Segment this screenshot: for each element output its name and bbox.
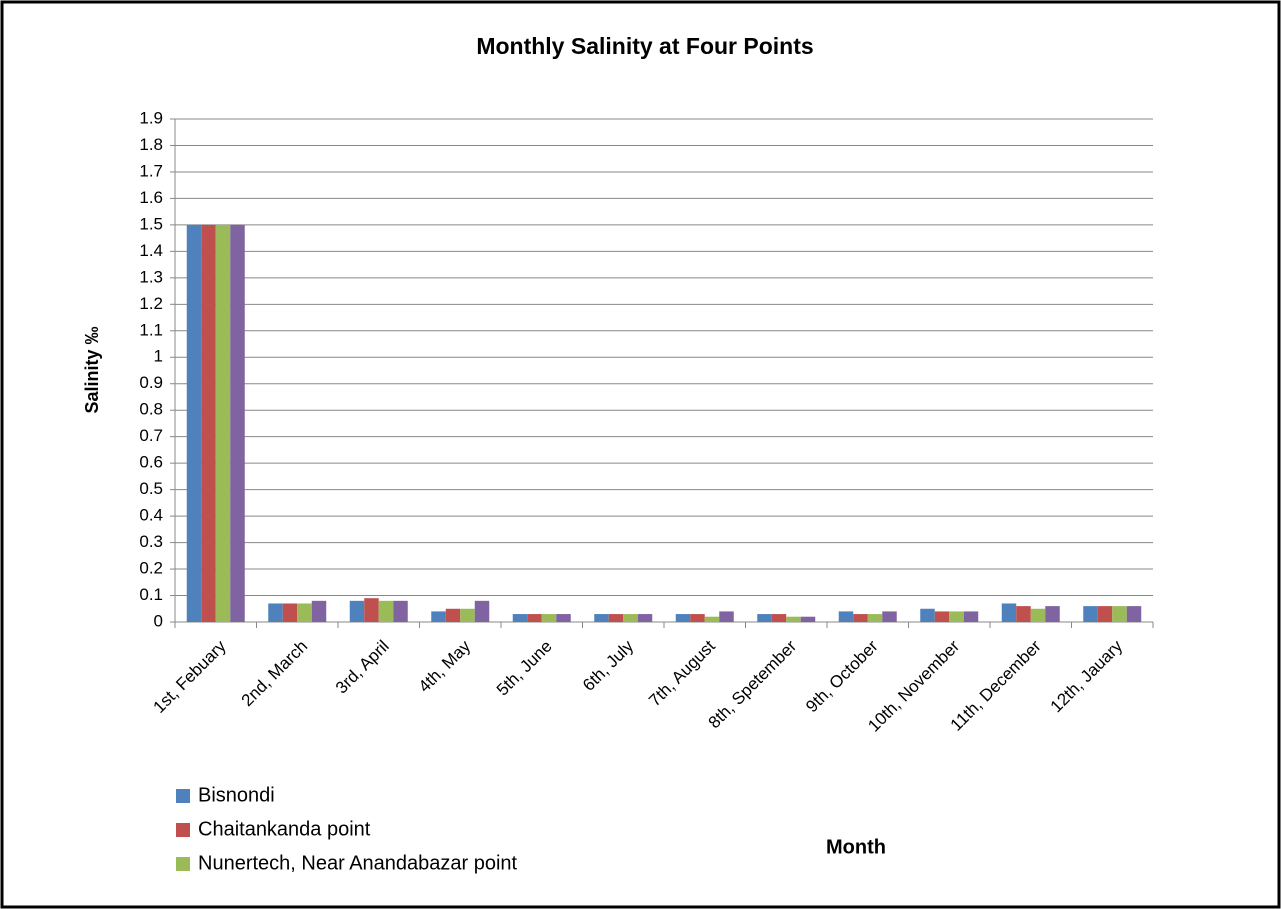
legend-swatch [176,823,190,837]
y-tick-label: 1 [154,347,163,366]
bar [230,224,245,623]
bar [1112,606,1127,622]
bar [556,614,571,622]
legend-label: Nunertech, Near Anandabazar point [198,852,518,874]
y-tick-label: 1.1 [139,320,163,339]
bar [675,614,691,622]
bar [838,611,854,622]
bar [431,611,446,622]
bar [882,611,897,622]
bar [1016,606,1031,622]
y-tick-label: 0.5 [139,479,163,498]
bar [853,614,868,622]
bar [460,608,475,622]
y-tick-label: 1.3 [139,267,163,286]
y-tick-label: 1.5 [139,214,163,233]
bar [393,600,408,622]
y-tick-label: 0.8 [139,400,163,419]
bar [1030,608,1046,622]
y-tick-label: 1.6 [139,188,163,207]
y-tick-label: 0.3 [139,532,163,551]
y-tick-label: 1.9 [139,108,163,127]
bar [1083,606,1098,622]
bar [1126,606,1142,622]
bar [474,600,490,622]
bar [349,600,365,622]
bar [608,614,624,622]
bar [594,614,609,622]
bar [297,603,312,622]
y-tick-label: 0.9 [139,373,163,392]
y-tick-label: 0.1 [139,585,163,604]
bar [364,598,379,622]
bar [268,603,283,622]
y-tick-label: 0 [154,611,163,630]
bar [920,608,935,622]
bar [867,614,883,622]
y-tick-label: 0.6 [139,453,163,472]
bar [378,600,394,622]
bar [800,616,816,622]
bar [186,224,202,623]
bar [690,614,705,622]
y-tick-label: 0.2 [139,559,163,578]
y-axis-label: Salinity ‰ [82,326,102,413]
y-tick-label: 0.4 [139,506,163,525]
bar [786,616,801,622]
bar [757,614,772,622]
legend-label: Bisnondi [198,784,275,806]
bar [1001,603,1017,622]
bar [215,224,231,623]
bar [512,614,528,622]
bar [201,224,216,623]
y-tick-label: 1.4 [139,241,163,260]
bar [719,611,734,622]
bar [1097,606,1113,622]
bar [963,611,979,622]
legend-swatch [176,789,190,803]
bar [445,608,461,622]
bar [934,611,950,622]
y-tick-label: 1.8 [139,135,163,154]
chart-title: Monthly Salinity at Four Points [476,33,813,59]
bar [623,614,638,622]
legend-label: Chaitankanda point [198,818,371,840]
y-tick-label: 0.7 [139,426,163,445]
y-tick-label: 1.2 [139,294,163,313]
y-tick-label: 1.7 [139,161,163,180]
bar [541,614,557,622]
bar [949,611,964,622]
bar [771,614,787,622]
legend-swatch [176,857,190,871]
bar [637,614,653,622]
bar [311,600,327,622]
bar [704,616,720,622]
bar [1045,606,1060,622]
bar [527,614,542,622]
bar [282,603,298,622]
x-axis-label: Month [826,836,886,858]
